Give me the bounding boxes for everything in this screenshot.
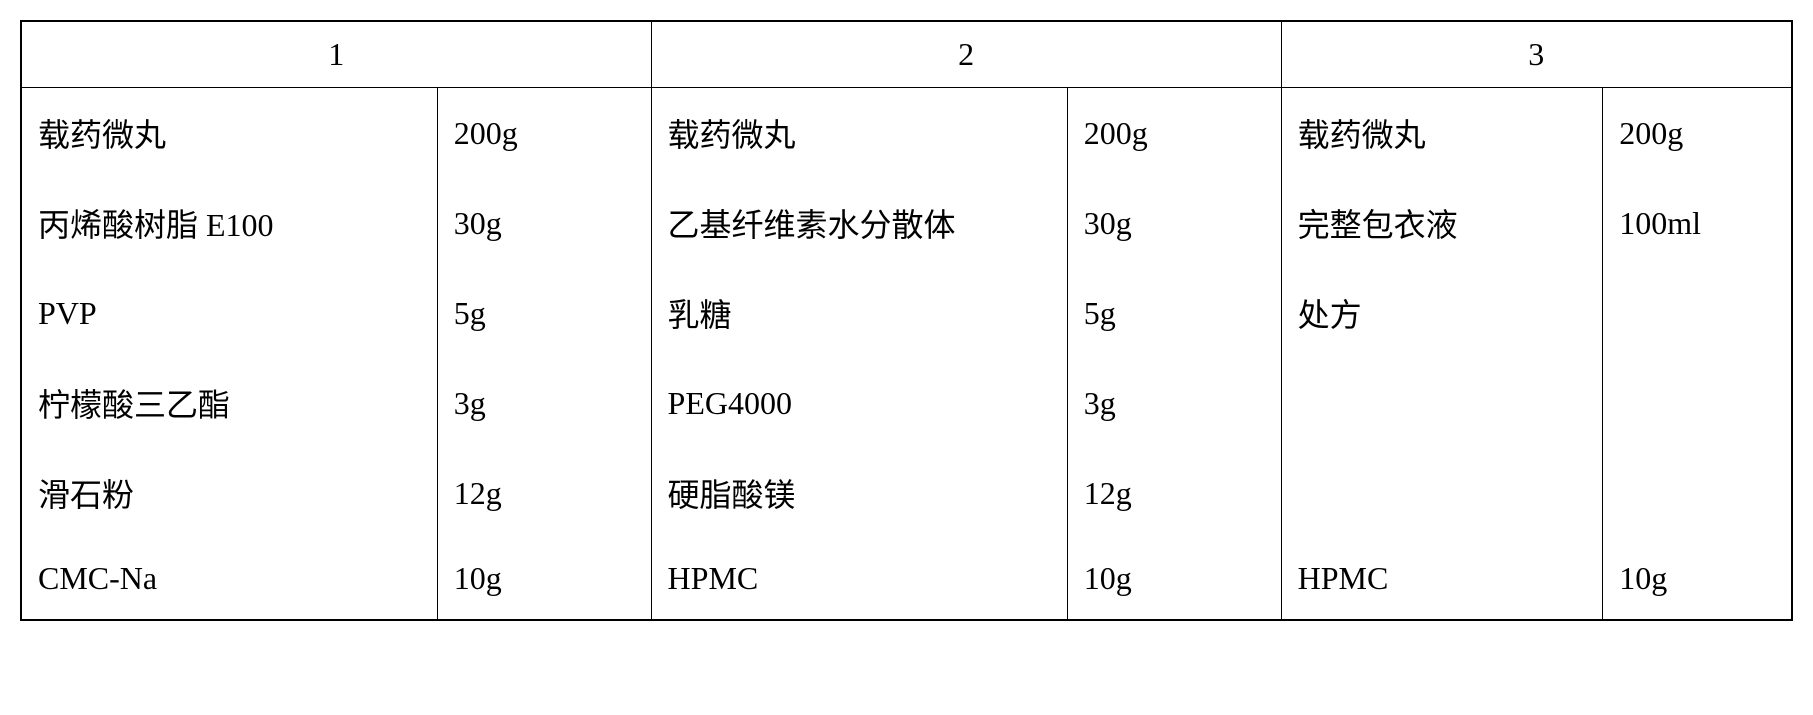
cell-value: 100ml: [1603, 178, 1792, 268]
cell-label: 乳糖: [651, 268, 1067, 358]
cell-label: 载药微丸: [651, 88, 1067, 179]
cell-value: 10g: [437, 538, 651, 620]
cell-label: CMC-Na: [21, 538, 437, 620]
cell-value: 200g: [437, 88, 651, 179]
cell-label: HPMC: [1281, 538, 1603, 620]
cell-label: 滑石粉: [21, 448, 437, 538]
table-row: 滑石粉 12g 硬脂酸镁 12g: [21, 448, 1792, 538]
cell-label: PEG4000: [651, 358, 1067, 448]
cell-value: 3g: [1067, 358, 1281, 448]
cell-value: 12g: [437, 448, 651, 538]
table-row: 载药微丸 200g 载药微丸 200g 载药微丸 200g: [21, 88, 1792, 179]
cell-label: [1281, 358, 1603, 448]
cell-label: 载药微丸: [21, 88, 437, 179]
cell-value: 5g: [437, 268, 651, 358]
cell-value: 200g: [1603, 88, 1792, 179]
cell-label: 乙基纤维素水分散体: [651, 178, 1067, 268]
cell-value: [1603, 448, 1792, 538]
cell-label: 完整包衣液: [1281, 178, 1603, 268]
formulation-table: 1 2 3 载药微丸 200g 载药微丸 200g 载药微丸 200g 丙烯酸树…: [20, 20, 1793, 621]
cell-value: 30g: [437, 178, 651, 268]
cell-label: 处方: [1281, 268, 1603, 358]
cell-label: HPMC: [651, 538, 1067, 620]
table-row: PVP 5g 乳糖 5g 处方: [21, 268, 1792, 358]
header-col-2: 2: [651, 21, 1281, 88]
formulation-table-container: 1 2 3 载药微丸 200g 载药微丸 200g 载药微丸 200g 丙烯酸树…: [20, 20, 1793, 621]
cell-label: PVP: [21, 268, 437, 358]
cell-value: 12g: [1067, 448, 1281, 538]
table-row: 柠檬酸三乙酯 3g PEG4000 3g: [21, 358, 1792, 448]
cell-label: 硬脂酸镁: [651, 448, 1067, 538]
header-col-1: 1: [21, 21, 651, 88]
cell-label: 丙烯酸树脂 E100: [21, 178, 437, 268]
cell-value: 10g: [1603, 538, 1792, 620]
table-header-row: 1 2 3: [21, 21, 1792, 88]
cell-value: 200g: [1067, 88, 1281, 179]
cell-value: 30g: [1067, 178, 1281, 268]
cell-value: [1603, 358, 1792, 448]
header-col-3: 3: [1281, 21, 1792, 88]
table-row: CMC-Na 10g HPMC 10g HPMC 10g: [21, 538, 1792, 620]
cell-label: [1281, 448, 1603, 538]
cell-label: 柠檬酸三乙酯: [21, 358, 437, 448]
cell-value: 3g: [437, 358, 651, 448]
cell-value: 5g: [1067, 268, 1281, 358]
cell-value: 10g: [1067, 538, 1281, 620]
cell-value: [1603, 268, 1792, 358]
table-row: 丙烯酸树脂 E100 30g 乙基纤维素水分散体 30g 完整包衣液 100ml: [21, 178, 1792, 268]
cell-label: 载药微丸: [1281, 88, 1603, 179]
